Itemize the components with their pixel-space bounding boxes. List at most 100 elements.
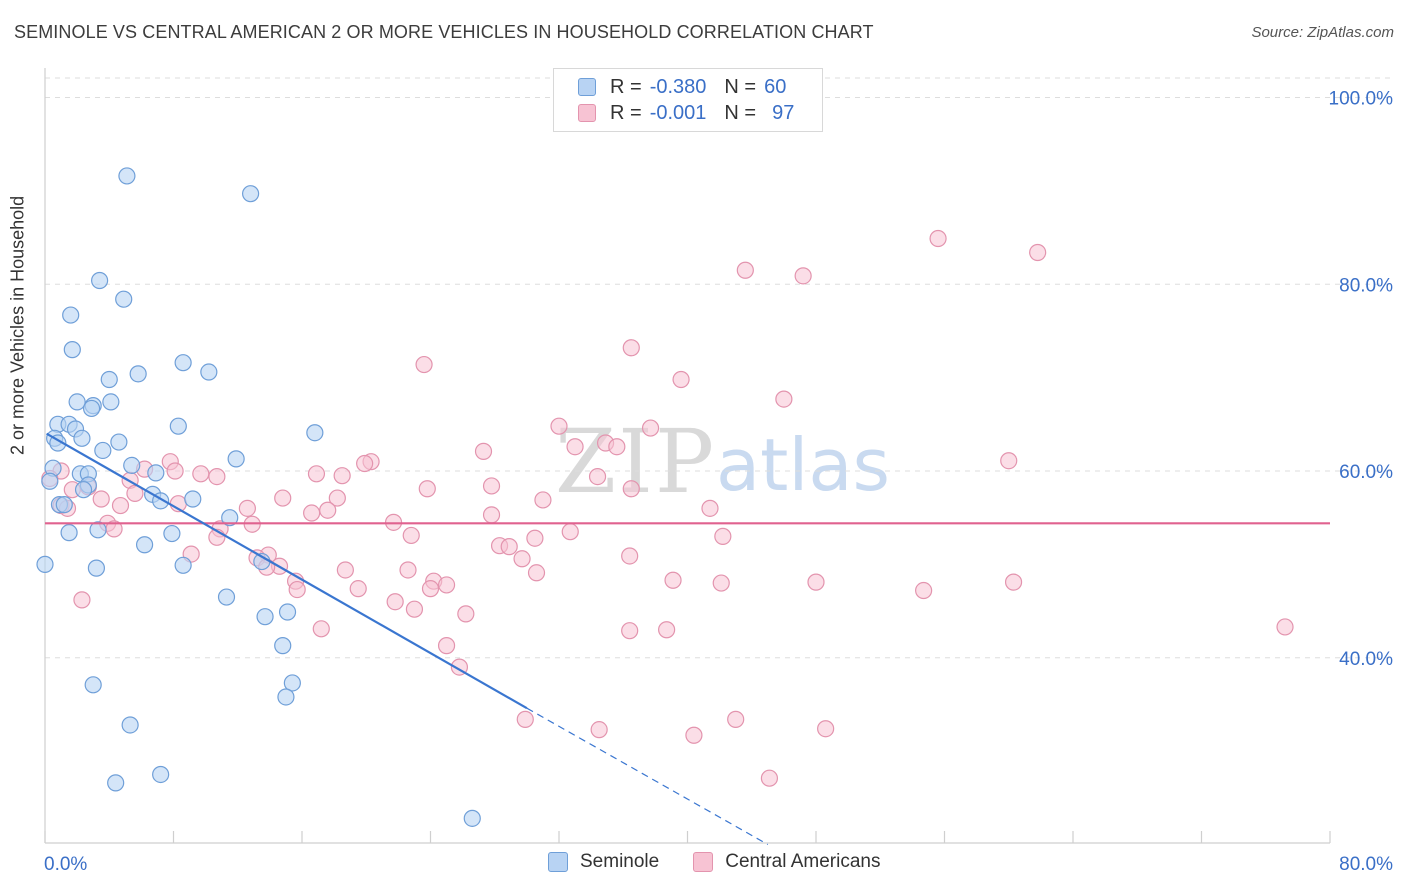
point-central-americans [775,390,793,408]
point-seminole [36,555,54,573]
point-central-americans [590,721,608,739]
point-central-americans [349,580,367,598]
point-central-americans [526,529,544,547]
point-central-americans [111,496,130,515]
point-central-americans [1004,573,1023,591]
point-seminole [60,524,78,542]
point-central-americans [208,468,226,486]
point-seminole [147,464,165,482]
point-seminole [174,354,192,372]
point-central-americans [356,454,374,473]
point-central-americans [399,561,417,579]
point-central-americans [621,622,639,640]
point-seminole [152,765,170,784]
point-seminole [55,496,73,514]
point-central-americans [303,504,321,522]
r-label: R = [610,101,642,124]
point-central-americans [588,468,607,486]
point-seminole [118,167,136,185]
r-value: -0.380 [649,75,707,98]
point-seminole [102,393,120,411]
point-seminole [89,521,107,539]
point-central-americans [437,576,456,594]
series-legend: Seminole Central Americans [548,851,914,873]
legend-item-central-americans[interactable]: Central Americans [693,851,880,873]
point-central-americans [192,465,210,483]
point-central-americans [421,580,440,598]
point-central-americans [685,726,703,744]
point-seminole [110,433,128,451]
point-central-americans [622,480,640,498]
point-seminole [41,472,59,490]
n-value: 60 [764,75,787,98]
point-central-americans [482,477,501,495]
chart-title: SEMINOLE VS CENTRAL AMERICAN 2 OR MORE V… [14,22,874,42]
point-central-americans [516,710,534,728]
point-central-americans [736,261,754,279]
point-seminole [217,588,236,606]
point-central-americans [621,547,639,565]
point-seminole [87,559,106,577]
legend-label-seminole: Seminole [580,851,660,872]
point-seminole [68,393,86,411]
point-central-americans [527,564,546,582]
point-central-americans [566,438,584,456]
point-seminole [62,306,80,324]
r-value: -0.001 [649,101,707,124]
point-central-americans [402,526,420,545]
source-label: Source: ZipAtlas.com [1251,24,1394,41]
point-seminole [256,608,274,626]
x-tick-label-min: 0.0% [44,854,87,875]
r-label: R = [610,75,642,98]
y-tick-label: 60.0% [1339,462,1393,483]
point-central-americans [534,491,552,509]
point-central-americans [336,561,354,579]
point-central-americans [641,419,660,437]
y-tick-label: 100.0% [1329,89,1394,110]
point-central-americans [714,527,732,545]
point-seminole [277,688,295,706]
y-tick-label: 40.0% [1339,649,1393,670]
point-central-americans [760,769,779,787]
legend-swatch-seminole [548,852,568,872]
point-central-americans [794,267,812,285]
point-seminole [121,716,139,734]
point-seminole [283,674,301,692]
point-central-americans [807,573,825,591]
point-seminole [184,490,202,508]
correlation-legend: R = -0.380 N = 60 R = -0.001 N = 97 [553,68,823,132]
point-seminole [129,365,147,383]
point-central-americans [664,571,682,589]
legend-row-seminole: R = -0.380 N = 60 [578,75,786,99]
point-central-americans [328,489,346,507]
point-central-americans [672,370,690,389]
point-seminole [163,524,181,543]
point-seminole [91,271,109,290]
point-seminole [74,481,93,499]
point-central-americans [1276,618,1294,636]
point-central-americans [238,499,256,517]
point-central-americans [622,339,640,357]
y-tick-label: 80.0% [1339,275,1393,296]
point-central-americans [457,605,475,623]
n-label: N = [724,75,757,98]
point-central-americans [474,442,493,460]
watermark-zip: ZIP [555,410,716,513]
legend-row-central-americans: R = -0.001 N = 97 [578,101,794,125]
n-label: N = [724,101,757,124]
watermark-atlas: atlas [716,423,890,507]
point-seminole [274,637,292,655]
point-central-americans [608,438,626,456]
point-central-americans [727,710,745,728]
point-central-americans [513,550,531,568]
point-central-americans [500,538,518,556]
point-seminole [306,424,324,442]
legend-item-seminole[interactable]: Seminole [548,851,659,873]
point-seminole [73,429,91,447]
point-seminole [135,536,154,554]
point-central-americans [386,593,404,611]
point-seminole [84,676,102,694]
point-seminole [82,399,101,418]
point-central-americans [915,581,933,600]
point-seminole [463,809,481,827]
